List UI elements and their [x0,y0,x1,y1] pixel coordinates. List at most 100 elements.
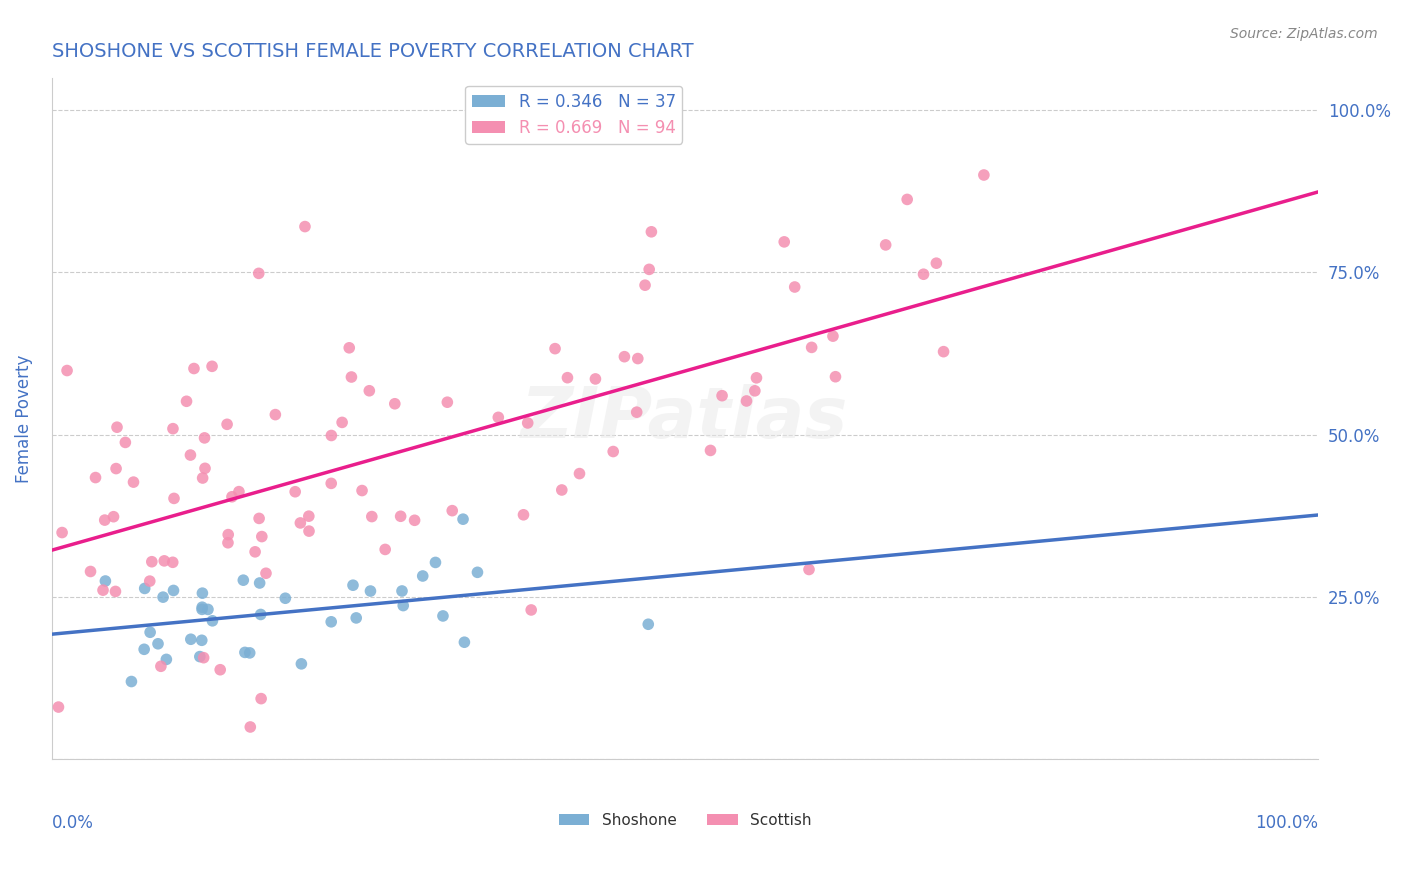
Point [191,602,214,616]
Point [84,470,107,484]
Point [264,408,287,422]
Point [290,516,312,530]
Point [359,384,381,398]
Point [932,344,955,359]
Point [139,574,162,588]
Point [56,363,79,377]
Point [105,420,128,434]
Point [183,361,205,376]
Point [384,397,406,411]
Point [640,225,662,239]
Point [209,663,232,677]
Point [637,617,659,632]
Point [221,490,243,504]
Point [342,578,364,592]
Point [155,652,177,666]
Point [217,527,239,541]
Point [773,235,796,249]
Point [800,340,823,354]
Point [467,566,489,580]
Point [391,584,413,599]
Point [340,370,363,384]
Point [568,467,591,481]
Point [627,351,650,366]
Point [105,461,128,475]
Point [374,542,396,557]
Point [162,583,184,598]
Point [239,646,262,660]
Point [146,637,169,651]
Point [389,509,412,524]
Text: ZIPatlas: ZIPatlas [522,384,849,453]
Point [359,584,381,599]
Point [451,512,474,526]
Point [232,573,254,587]
Point [153,554,176,568]
Point [141,555,163,569]
Point [294,219,316,234]
Point [436,395,458,409]
Point [114,435,136,450]
Point [744,384,766,398]
Point [139,625,162,640]
Point [330,416,353,430]
Point [711,389,734,403]
Point [583,372,606,386]
Point [699,443,721,458]
Point [79,565,101,579]
Point [134,642,156,657]
Point [104,584,127,599]
Point [51,525,73,540]
Text: Source: ZipAtlas.com: Source: ZipAtlas.com [1230,27,1378,41]
Point [350,483,373,498]
Point [163,491,186,506]
Point [425,556,447,570]
Point [254,566,277,581]
Point [875,238,897,252]
Point [602,444,624,458]
Point [441,503,464,517]
Point [188,649,211,664]
Point [243,545,266,559]
Point [93,513,115,527]
Point [274,591,297,606]
Point [162,422,184,436]
Point [217,535,239,549]
Point [122,475,145,489]
Point [250,530,273,544]
Point [321,476,343,491]
Point [284,484,307,499]
Point [783,280,806,294]
Point [298,509,321,524]
Point [228,484,250,499]
Point [149,659,172,673]
Point [321,615,343,629]
Point [193,431,215,445]
Point [194,461,217,475]
Point [321,428,343,442]
Point [191,586,214,600]
Point [249,607,271,622]
Point [190,633,212,648]
Point [191,600,214,615]
Point [239,720,262,734]
Point [290,657,312,671]
Point [412,569,434,583]
Point [162,555,184,569]
Point [551,483,574,497]
Point [745,371,768,385]
Point [735,394,758,409]
Point [191,471,214,485]
Point [432,609,454,624]
Text: SHOSHONE VS SCOTTISH FEMALE POVERTY CORRELATION CHART: SHOSHONE VS SCOTTISH FEMALE POVERTY CORR… [52,42,693,61]
Legend: R = 0.346   N = 37, R = 0.669   N = 94: R = 0.346 N = 37, R = 0.669 N = 94 [465,86,682,144]
Point [638,262,661,277]
Point [94,574,117,588]
Point [486,410,509,425]
Point [344,611,367,625]
Point [516,416,538,430]
Point [634,278,657,293]
Point [201,359,224,374]
Point [193,650,215,665]
Point [120,674,142,689]
